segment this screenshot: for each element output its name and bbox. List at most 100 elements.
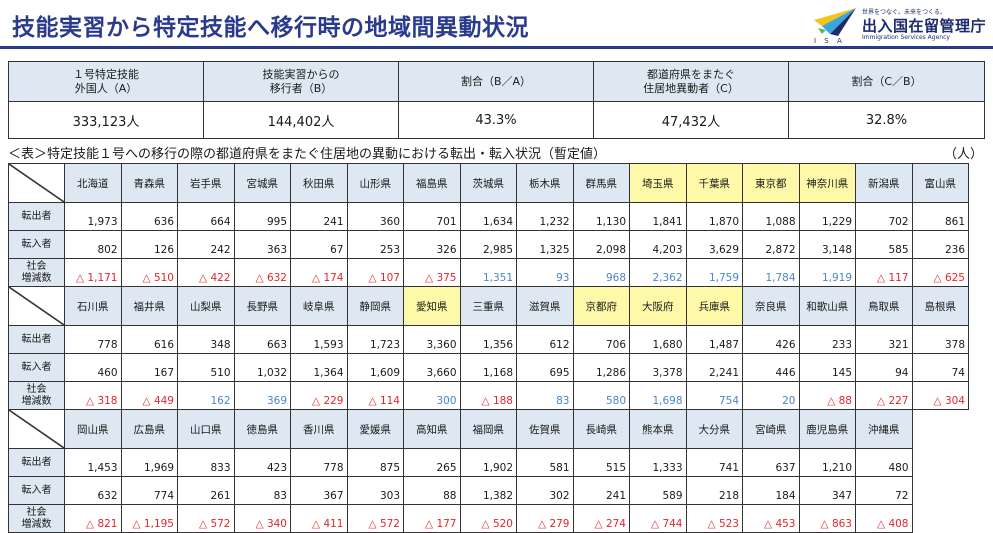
in-value-cell: 2,985 (459, 230, 517, 259)
in-value-cell: 363 (233, 230, 291, 259)
prefecture-name-cell: 富山県 (911, 163, 969, 203)
empty-cell (912, 448, 969, 477)
net-value-cell: △ 408 (855, 504, 913, 533)
prefecture-name-cell: 愛知県 (403, 286, 461, 326)
net-value-cell: 369 (233, 381, 291, 410)
summary-header-foreign-nationals: １号特定技能 外国人（A） (8, 61, 204, 102)
row-label-text: 転入者 (21, 484, 52, 496)
prefecture-header-row: 北海道 青森県 岩手県 宮城県 秋田県 山形県 福島県 茨城県 栃木県 群馬県 埼玉県 千葉県 東京都神… (8, 163, 969, 203)
in-value-cell: 1,364 (290, 353, 348, 382)
empty-cell (912, 409, 969, 449)
row-label-text: 社会 増減数 (21, 383, 52, 407)
table-corner-cell (8, 163, 65, 203)
in-value-cell: 3,629 (685, 230, 743, 259)
out-value-cell: 778 (64, 325, 122, 354)
prefecture-migration-table: 北海道 青森県 岩手県 宮城県 秋田県 山形県 福島県 茨城県 栃木県 群馬県 埼玉県 千葉県 東京都神… (8, 163, 969, 533)
net-value-cell: △ 411 (290, 504, 348, 533)
out-row: 転出者 1,453 1,969 833 423 778 875 265 1,902 581 515 1… (8, 448, 969, 477)
out-value-cell: 1,969 (120, 448, 178, 477)
net-value-cell: △ 453 (742, 504, 800, 533)
net-value-cell: △ 274 (572, 504, 630, 533)
in-value-cell: 1,032 (233, 353, 291, 382)
net-value-cell: △ 174 (290, 258, 348, 287)
out-value-cell: 1,902 (459, 448, 517, 477)
page-title: 技能実習から特定技能へ移行時の地域間異動状況 (12, 15, 529, 41)
prefecture-name-cell: 福井県 (120, 286, 178, 326)
table-corner-cell (8, 286, 65, 326)
net-value-cell: 1,351 (459, 258, 517, 287)
in-value-cell: 695 (516, 353, 574, 382)
prefecture-name-cell: 茨城県 (459, 163, 517, 203)
out-value-cell: 378 (911, 325, 969, 354)
in-value-cell: 2,098 (572, 230, 630, 259)
out-value-cell: 1,841 (629, 202, 687, 231)
in-value-cell: 72 (855, 476, 913, 505)
in-value-cell: 74 (911, 353, 969, 382)
table-caption: ＜表＞特定技能１号への移行の際の都道府県をまたぐ住居地の異動における転出・転入状… (8, 147, 607, 162)
net-value-cell: △ 821 (64, 504, 122, 533)
out-value-cell: 778 (290, 448, 348, 477)
row-label-in: 転入者 (8, 353, 65, 382)
net-value-cell: △ 107 (346, 258, 404, 287)
prefecture-name-cell: 青森県 (120, 163, 178, 203)
net-value-cell: △ 422 (177, 258, 235, 287)
net-value-cell: △ 744 (629, 504, 687, 533)
out-value-cell: 1,453 (64, 448, 122, 477)
prefecture-header-row: 岡山県 広島県 山口県 徳島県 香川県 愛媛県 高知県 福岡県 佐賀県 長崎県 熊本県 大分県 宮崎県鹿… (8, 409, 969, 449)
out-value-cell: 701 (403, 202, 461, 231)
summary-header-row: １号特定技能 外国人（A） 技能実習からの 移行者（B） 割合（B／A） 都道府… (8, 61, 985, 102)
net-value-cell: △ 510 (120, 258, 178, 287)
row-label-text: 転入者 (21, 361, 52, 373)
in-value-cell: 218 (685, 476, 743, 505)
row-label-text: 社会 増減数 (21, 260, 52, 284)
in-row: 転入者 632 774 261 83 367 303 88 1,382 302 241 589 218 1… (8, 476, 969, 505)
in-value-cell: 367 (290, 476, 348, 505)
prefecture-name-cell: 石川県 (64, 286, 122, 326)
out-value-cell: 995 (233, 202, 291, 231)
out-value-cell: 833 (177, 448, 235, 477)
summary-value-row: 333,123人 144,402人 43.3% 47,432人 32.8% (8, 101, 985, 139)
out-value-cell: 636 (120, 202, 178, 231)
out-value-cell: 1,333 (629, 448, 687, 477)
net-value-cell: 1,919 (798, 258, 856, 287)
out-value-cell: 1,130 (572, 202, 630, 231)
out-value-cell: 616 (120, 325, 178, 354)
summary-header-ratio-ba: 割合（B／A） (398, 61, 594, 102)
prefecture-name-cell: 香川県 (290, 409, 348, 449)
out-value-cell: 1,356 (459, 325, 517, 354)
summary-value-b: 144,402人 (203, 101, 399, 139)
in-value-cell: 167 (120, 353, 178, 382)
prefecture-name-cell: 岩手県 (177, 163, 235, 203)
prefecture-name-cell: 兵庫県 (685, 286, 743, 326)
net-value-cell: △ 304 (911, 381, 969, 410)
out-value-cell: 1,229 (798, 202, 856, 231)
in-value-cell: 94 (855, 353, 913, 382)
net-value-cell: 580 (572, 381, 630, 410)
out-value-cell: 3,360 (403, 325, 461, 354)
out-value-cell: 1,210 (798, 448, 856, 477)
in-value-cell: 88 (403, 476, 461, 505)
row-label-text: 転出者 (21, 333, 52, 345)
in-value-cell: 326 (403, 230, 461, 259)
in-value-cell: 460 (64, 353, 122, 382)
in-value-cell: 1,286 (572, 353, 630, 382)
prefecture-name-cell: 岐阜県 (290, 286, 348, 326)
summary-header-relocated: 都道府県をまたぐ 住居地異動者（C） (593, 61, 789, 102)
prefecture-name-cell: 福島県 (403, 163, 461, 203)
prefecture-name-cell: 静岡県 (346, 286, 404, 326)
net-value-cell: △ 572 (346, 504, 404, 533)
net-value-cell: 162 (177, 381, 235, 410)
summary-value-ratio-ba: 43.3% (398, 101, 594, 139)
prefecture-name-cell: 宮城県 (233, 163, 291, 203)
prefecture-name-cell: 北海道 (64, 163, 122, 203)
prefecture-name-cell: 群馬県 (572, 163, 630, 203)
prefecture-name-cell: 山口県 (177, 409, 235, 449)
out-value-cell: 1,232 (516, 202, 574, 231)
out-value-cell: 1,870 (685, 202, 743, 231)
out-value-cell: 321 (855, 325, 913, 354)
prefecture-name-cell: 島根県 (911, 286, 969, 326)
prefecture-name-cell: 佐賀県 (516, 409, 574, 449)
in-value-cell: 585 (855, 230, 913, 259)
prefecture-name-cell: 長崎県 (572, 409, 630, 449)
summary-value-ratio-cb: 32.8% (788, 101, 985, 139)
